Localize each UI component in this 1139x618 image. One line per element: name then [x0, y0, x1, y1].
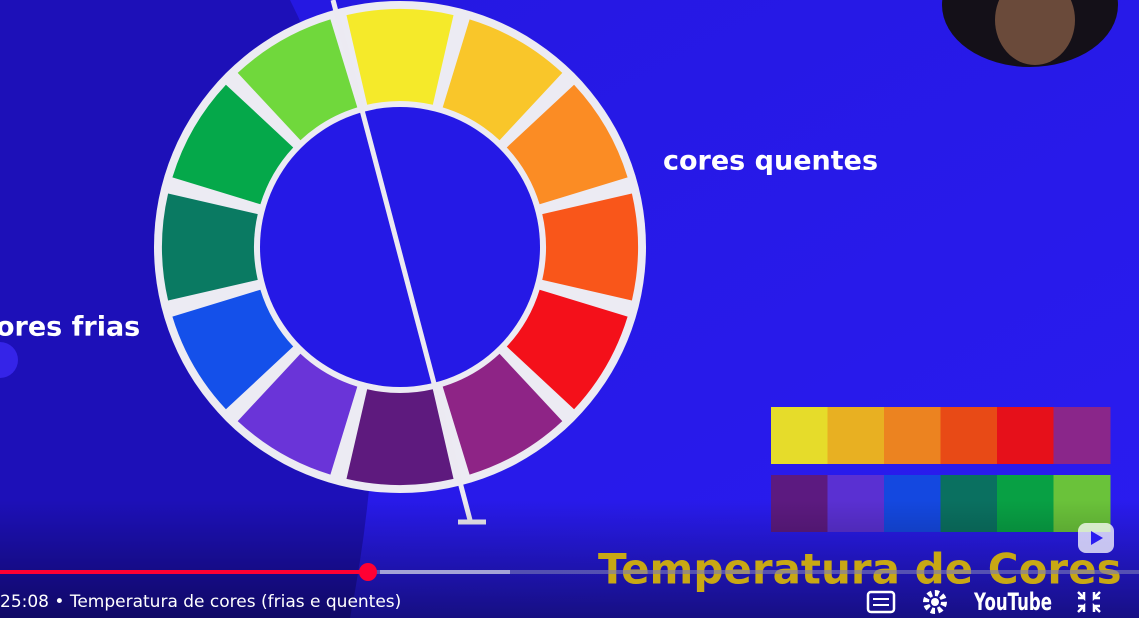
progress-played[interactable] — [0, 570, 368, 574]
pointer — [330, 0, 473, 521]
swatch — [827, 407, 885, 464]
wheel-segment — [172, 84, 294, 205]
wheel-segment — [162, 193, 258, 301]
swatch — [997, 407, 1054, 464]
wheel-segment — [506, 84, 628, 205]
swatch — [884, 407, 941, 464]
wheel-segment — [542, 193, 639, 301]
wheel-segment — [237, 353, 358, 475]
settings-button[interactable] — [923, 590, 947, 614]
time-chapter: 25:08 • Temperatura de cores (frias e qu… — [0, 592, 401, 612]
wheel-segment — [172, 289, 294, 410]
decor — [0, 342, 18, 378]
time: 25:08 — [0, 592, 49, 612]
progress-track — [0, 570, 1139, 574]
wheel-segment — [442, 19, 563, 141]
cold-label: ores frias — [0, 312, 140, 343]
watermark-icon — [1091, 531, 1103, 545]
wheel-segment — [346, 8, 454, 105]
player-shade — [0, 500, 1139, 618]
wheel-segment — [506, 289, 628, 410]
progress-buffer — [380, 570, 510, 574]
settings-icon — [931, 598, 939, 606]
wheel-segment — [237, 19, 358, 141]
warm-label: cores quentes — [663, 146, 878, 177]
subtitles-button[interactable] — [866, 590, 896, 614]
webcam-person — [995, 0, 1075, 65]
swatch — [940, 407, 998, 464]
chapter[interactable]: Temperatura de cores (frias e quentes) — [69, 592, 401, 612]
separator: • — [54, 592, 64, 612]
overlay-title: Temperatura de Cores — [598, 545, 1122, 594]
wheel-segment — [442, 353, 563, 475]
youtube-logo[interactable]: YouTube — [973, 588, 1052, 616]
swatch — [1053, 407, 1111, 464]
wheel-segment — [346, 389, 454, 485]
fullscreen-exit-button[interactable] — [1077, 591, 1101, 613]
swatch — [771, 407, 828, 464]
scrubber[interactable] — [359, 563, 377, 581]
